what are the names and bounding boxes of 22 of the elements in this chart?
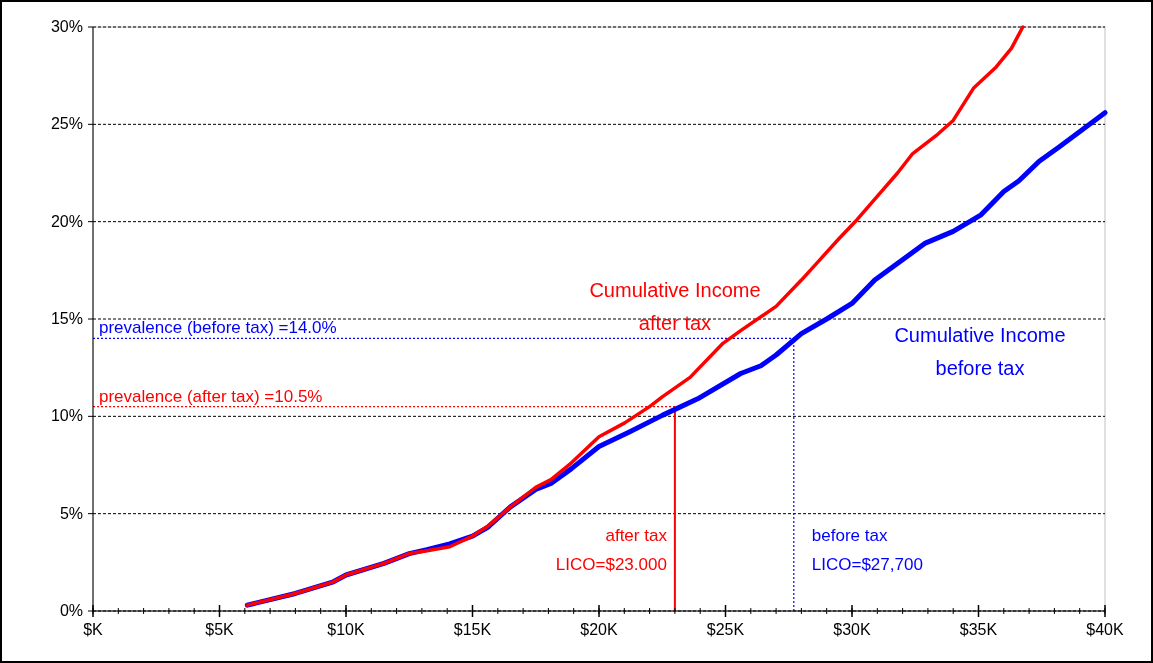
x-tick-label: $15K [453, 621, 492, 638]
x-tick-label: $30K [833, 621, 872, 638]
x-tick-label: $5K [205, 621, 235, 638]
ref-line-label: prevalence (before tax) =14.0% [99, 318, 337, 338]
x-tick-label: $40K [1086, 621, 1125, 638]
ref-line-label: before tax LICO=$27,700 [811, 526, 923, 574]
y-tick-label: 30% [50, 18, 83, 35]
ref-line-label: after tax LICO=$23.000 [555, 526, 668, 574]
y-tick-label: 0% [59, 602, 83, 619]
ref-line-label: prevalence (after tax) =10.5% [99, 386, 323, 406]
x-tick-label: $35K [959, 621, 998, 638]
y-tick-label: 20% [50, 212, 83, 230]
y-tick-label: 10% [50, 407, 83, 425]
y-tick-label: 25% [50, 115, 83, 133]
series-label: Cumulative Income after tax [589, 279, 761, 334]
y-tick-label: 5% [59, 504, 83, 522]
y-tick-label: 15% [50, 310, 83, 327]
x-tick-label: $K [83, 621, 104, 638]
x-tick-label: $10K [327, 621, 366, 638]
x-tick-label: $25K [706, 621, 745, 638]
x-tick-label: $20K [580, 621, 619, 638]
text: Cumulative Income before tax [894, 324, 1066, 379]
